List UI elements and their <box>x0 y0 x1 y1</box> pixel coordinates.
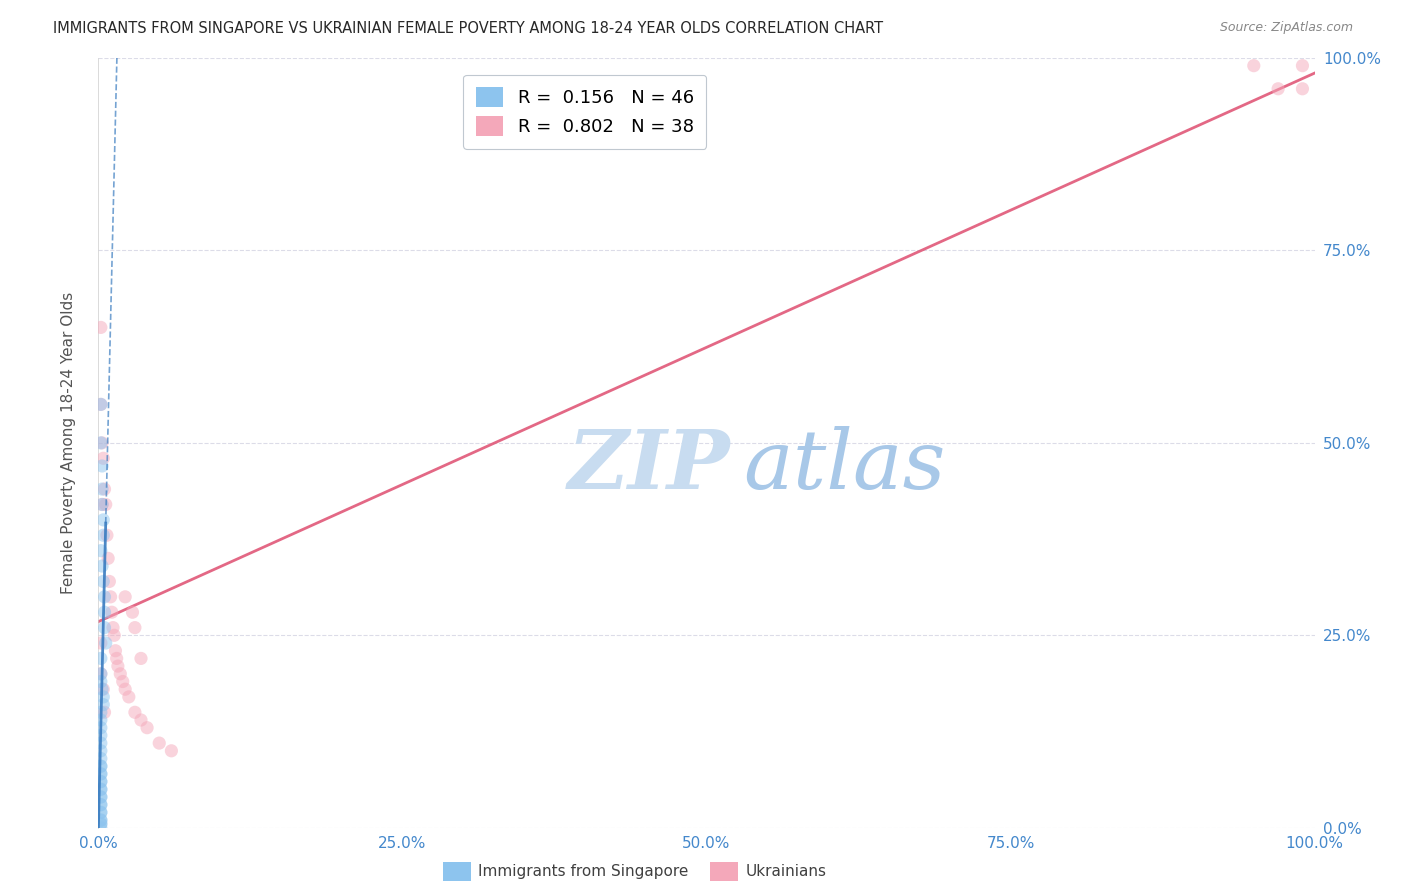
Point <box>104 644 127 658</box>
Point <box>93 621 115 635</box>
Point <box>107 659 129 673</box>
Point <box>93 706 115 720</box>
Point <box>91 498 114 512</box>
Point <box>94 498 117 512</box>
Point <box>136 721 159 735</box>
Point <box>90 774 112 789</box>
Point <box>91 458 114 473</box>
Point <box>129 713 152 727</box>
Point <box>90 674 112 689</box>
Point <box>101 621 124 635</box>
Point <box>118 690 141 704</box>
Legend: R =  0.156   N = 46, R =  0.802   N = 38: R = 0.156 N = 46, R = 0.802 N = 38 <box>464 75 706 149</box>
Point <box>148 736 170 750</box>
Point <box>93 605 115 619</box>
Point <box>90 744 112 758</box>
Point <box>91 559 114 574</box>
Point <box>90 706 112 720</box>
Point <box>90 821 112 835</box>
Point <box>98 574 121 589</box>
Text: Immigrants from Singapore: Immigrants from Singapore <box>478 864 689 879</box>
Point <box>91 513 114 527</box>
Point <box>90 397 112 411</box>
Point <box>91 682 114 697</box>
Point <box>90 817 112 831</box>
Point <box>91 482 114 496</box>
Point <box>1243 59 1265 73</box>
Point <box>91 690 114 704</box>
Point <box>91 528 114 542</box>
Point <box>90 797 112 812</box>
Point <box>90 789 112 804</box>
Point <box>90 713 112 727</box>
Point <box>90 651 112 665</box>
Point <box>90 751 112 765</box>
Point <box>90 789 112 804</box>
Point <box>114 590 136 604</box>
Point <box>90 774 112 789</box>
Point <box>105 651 128 665</box>
Point <box>93 482 115 496</box>
Point <box>90 736 112 750</box>
Point <box>96 528 118 542</box>
Point <box>90 435 112 450</box>
Point <box>90 797 112 812</box>
Point <box>124 621 146 635</box>
Point <box>90 728 112 742</box>
Point <box>90 782 112 797</box>
Point <box>91 435 114 450</box>
Point <box>1267 82 1289 96</box>
Point <box>93 590 115 604</box>
Point <box>160 744 183 758</box>
Text: Source: ZipAtlas.com: Source: ZipAtlas.com <box>1219 21 1353 35</box>
Point <box>110 666 132 681</box>
Point <box>90 759 112 773</box>
Point <box>90 759 112 773</box>
Point <box>97 551 120 566</box>
Point <box>90 817 112 831</box>
Point <box>91 498 114 512</box>
Text: atlas: atlas <box>742 426 945 506</box>
Point <box>121 605 143 619</box>
Y-axis label: Female Poverty Among 18-24 Year Olds: Female Poverty Among 18-24 Year Olds <box>62 292 76 594</box>
Point <box>90 636 112 650</box>
Point <box>124 706 146 720</box>
Point <box>90 320 112 334</box>
Point <box>90 813 112 827</box>
Text: IMMIGRANTS FROM SINGAPORE VS UKRAINIAN FEMALE POVERTY AMONG 18-24 YEAR OLDS CORR: IMMIGRANTS FROM SINGAPORE VS UKRAINIAN F… <box>53 21 883 37</box>
Point <box>91 682 114 697</box>
Point <box>101 605 124 619</box>
Point <box>114 682 136 697</box>
Point <box>91 574 114 589</box>
Point <box>90 805 112 820</box>
Point <box>90 805 112 820</box>
Point <box>90 666 112 681</box>
Point <box>100 590 122 604</box>
Text: ZIP: ZIP <box>568 426 731 506</box>
Point <box>103 628 125 642</box>
Point <box>1291 59 1313 73</box>
Point <box>111 674 134 689</box>
Point <box>90 721 112 735</box>
Point <box>90 767 112 781</box>
Point <box>129 651 152 665</box>
Point <box>90 813 112 827</box>
Point <box>90 397 112 411</box>
Text: Ukrainians: Ukrainians <box>745 864 827 879</box>
Point <box>94 636 117 650</box>
Point <box>90 543 112 558</box>
Point <box>90 767 112 781</box>
Point <box>91 451 114 466</box>
Point <box>90 782 112 797</box>
Point <box>1291 82 1313 96</box>
Point <box>90 666 112 681</box>
Point <box>91 698 114 712</box>
